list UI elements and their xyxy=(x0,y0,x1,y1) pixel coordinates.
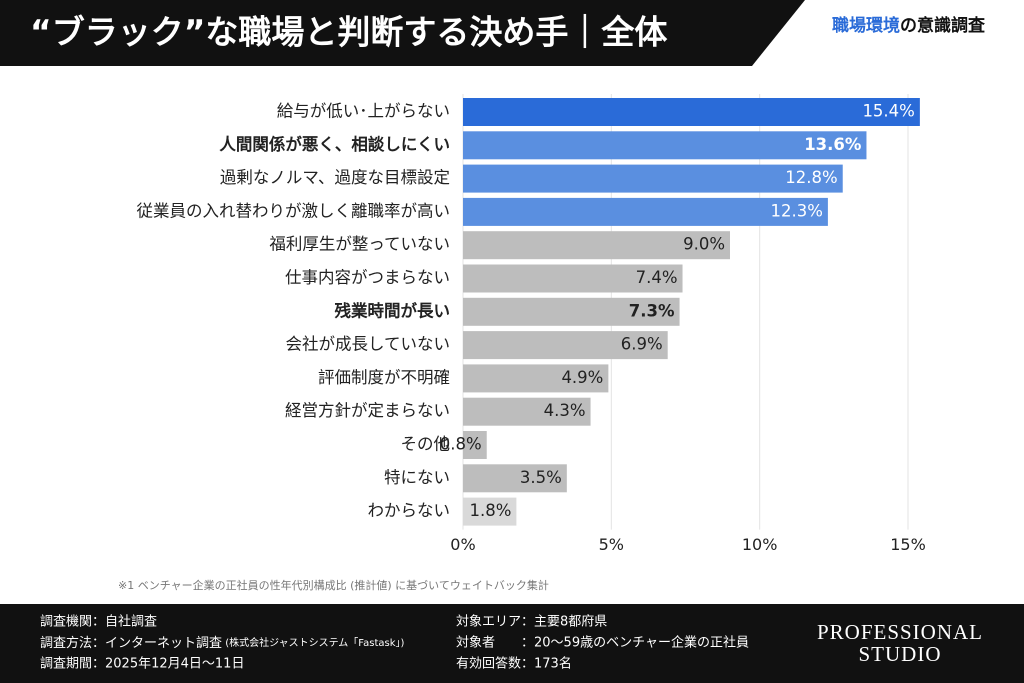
bar xyxy=(463,464,567,493)
category-label: わからない xyxy=(368,501,451,520)
bar xyxy=(463,364,609,393)
logo-line-1: PROFESSIONAL xyxy=(817,620,983,644)
footer-method-note: (株式会社ジャストシステム「Fastask」) xyxy=(222,636,405,649)
x-tick-label: 0% xyxy=(450,535,475,554)
value-label: 9.0% xyxy=(683,235,725,254)
value-label: 4.9% xyxy=(561,368,603,387)
category-label: 人間関係が悪く、相談しにくい xyxy=(219,134,450,154)
footer-responses: 有効回答数：173名 xyxy=(456,656,572,672)
x-tick-label: 10% xyxy=(742,535,778,554)
plot: 0% 5% 10% 15% 給与が低い･上がらない 15.4% 人間関係が悪く、相談しにくい… xyxy=(137,94,926,554)
value-label: 3.5% xyxy=(520,468,562,487)
x-tick-label: 15% xyxy=(890,535,926,554)
bar xyxy=(463,331,668,360)
bar xyxy=(463,264,683,293)
category-label: 給与が低い･上がらない xyxy=(277,102,450,121)
footer-area: 対象エリア：主要8都府県 xyxy=(456,615,607,630)
survey-name: 職場環境の意識調査 xyxy=(832,15,986,36)
bar xyxy=(463,397,591,426)
category-label: 会社が成長していない xyxy=(285,335,450,354)
bar xyxy=(463,431,487,459)
category-label: 仕事内容がつまらない xyxy=(285,268,450,287)
footer: 調査機関：自社調査 調査方法：インターネット調査 (株式会社ジャストシステム「F… xyxy=(40,614,983,672)
bar xyxy=(463,164,843,193)
bar xyxy=(463,98,920,126)
survey-rest: の意識調査 xyxy=(900,15,986,36)
footnote: ※1 ベンチャー企業の正社員の性年代別構成比 (推計値) に基づいてウェイトバッ… xyxy=(118,578,549,592)
survey-accent: 職場環境 xyxy=(832,15,900,36)
bar xyxy=(463,497,517,526)
footer-period: 調査期間：2025年12月4日〜11日 xyxy=(40,657,244,672)
value-label: 7.3% xyxy=(629,301,675,320)
category-label: 福利厚生が整っていない xyxy=(269,235,450,254)
value-label: 13.6% xyxy=(804,135,862,154)
category-label: 経営方針が定まらない xyxy=(285,401,450,420)
category-label: その他 xyxy=(401,435,451,454)
bar xyxy=(463,131,867,160)
value-label: 12.8% xyxy=(785,168,837,187)
value-label: 7.4% xyxy=(636,268,678,287)
category-label: 特にない xyxy=(384,468,450,487)
value-label: 4.3% xyxy=(544,401,586,420)
category-label: 残業時間が長い xyxy=(335,300,451,320)
footer-org: 調査機関：自社調査 xyxy=(40,614,157,630)
category-label: 過剰なノルマ、過度な目標設定 xyxy=(220,168,450,187)
value-label: 12.3% xyxy=(770,201,822,220)
footer-method-main: 調査方法：インターネット調査 xyxy=(40,635,222,651)
header-band xyxy=(0,0,805,66)
x-tick-label: 5% xyxy=(599,535,624,554)
category-label: 評価制度が不明確 xyxy=(318,368,450,387)
value-label: 1.8% xyxy=(469,501,511,520)
value-label: 6.9% xyxy=(621,335,663,354)
footer-method: 調査方法：インターネット調査 (株式会社ジャストシステム「Fastask」) xyxy=(40,635,405,651)
chart-title: “ブラック”な職場と判断する決め手｜全体 xyxy=(30,13,667,52)
value-label: 0.8% xyxy=(440,435,482,454)
logo-line-2: STUDIO xyxy=(859,642,942,666)
footer-target: 対象者 ：20〜59歳のベンチャー企業の正社員 xyxy=(456,635,749,651)
value-label: 15.4% xyxy=(862,102,914,121)
bar xyxy=(463,231,730,260)
category-label: 従業員の入れ替わりが激しく離職率が高い xyxy=(137,201,451,220)
bar xyxy=(463,297,680,326)
bar xyxy=(463,197,828,226)
footer-band xyxy=(0,604,1024,683)
